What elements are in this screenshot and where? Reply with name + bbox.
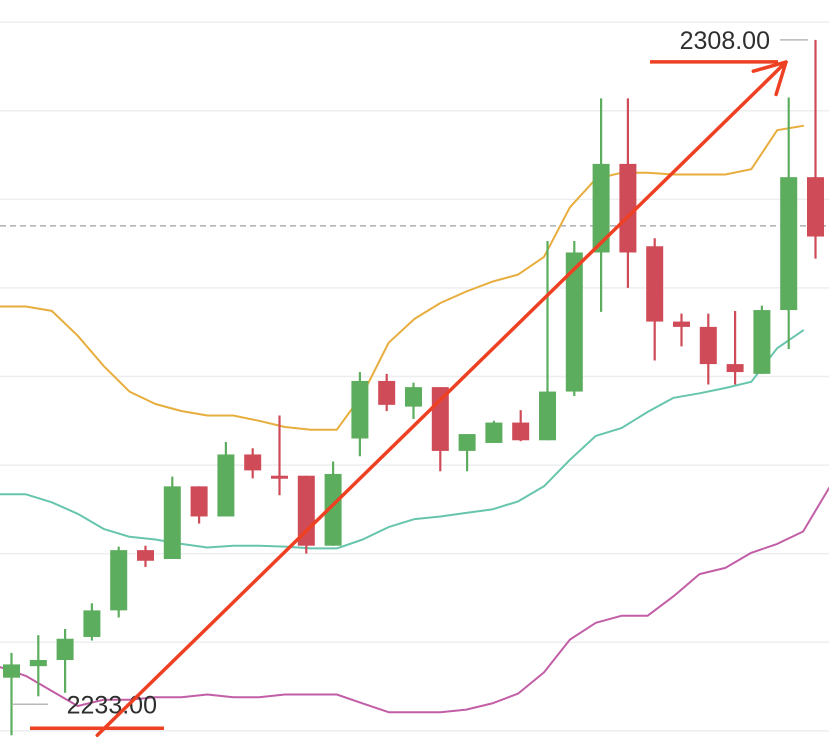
lower-band-line [0, 487, 829, 714]
candle-body [351, 380, 369, 439]
candle-body [271, 475, 288, 479]
candle-up [485, 420, 503, 443]
candle-up [753, 305, 771, 374]
candle-up [110, 546, 128, 618]
candle-down [807, 39, 824, 259]
candle-down [726, 310, 744, 385]
trend-arrowhead-icon [751, 60, 788, 97]
candle-body [217, 454, 235, 517]
candle-body [458, 434, 476, 451]
candle-body [378, 380, 396, 405]
candle-body [190, 486, 208, 517]
candle-up [458, 434, 476, 472]
candle-up [539, 240, 556, 441]
candle-down [137, 545, 154, 567]
candle-up [3, 652, 20, 736]
candle-body [485, 422, 503, 443]
middle-band-line [0, 329, 805, 550]
candle-body [592, 163, 610, 253]
trend-arrow-line [95, 60, 788, 738]
candle-body [753, 310, 771, 374]
candle-up [217, 442, 235, 517]
candle-down [646, 238, 664, 361]
candle-down [244, 448, 262, 479]
candle-body [699, 326, 717, 365]
high-price-label: 2308.00 [680, 27, 770, 55]
candle-up [351, 372, 369, 457]
candle-up [29, 635, 47, 697]
annotations: 2308.00 2233.00 [12, 27, 808, 738]
candle-body [726, 364, 744, 373]
low-price-label: 2233.00 [67, 691, 157, 719]
candle-down [297, 475, 315, 554]
candle-body [110, 550, 128, 611]
candle-body [405, 387, 422, 407]
candle-down [512, 410, 530, 442]
candle-body [807, 177, 824, 237]
candle-down [699, 313, 717, 385]
candle-body [56, 638, 74, 660]
candle-up [83, 603, 101, 641]
candle-body [619, 163, 637, 253]
candle-up [780, 97, 798, 350]
candle-body [539, 391, 556, 441]
candle-body [244, 454, 262, 471]
candle-down [271, 415, 288, 496]
candle-up [56, 628, 74, 693]
candle-body [780, 177, 798, 311]
candle-body [673, 321, 690, 327]
candle-body [565, 252, 583, 392]
candle-body [431, 387, 449, 451]
candle-up [163, 476, 181, 559]
candle-up [592, 98, 610, 312]
candle-body [512, 422, 530, 441]
candle-body [83, 610, 101, 637]
upper-band-line [0, 124, 805, 431]
grid-lines [0, 21, 829, 732]
candle-down [190, 486, 208, 524]
candle-body [324, 473, 342, 546]
candle-body [646, 246, 664, 322]
candle-body [29, 659, 47, 667]
candle-down [673, 313, 690, 347]
candle-body [163, 486, 181, 559]
candle-down [619, 98, 637, 288]
candle-body [137, 550, 154, 561]
candle-body [3, 664, 20, 678]
candle-up [405, 382, 422, 420]
candle-down [378, 373, 396, 412]
candles [3, 39, 824, 736]
